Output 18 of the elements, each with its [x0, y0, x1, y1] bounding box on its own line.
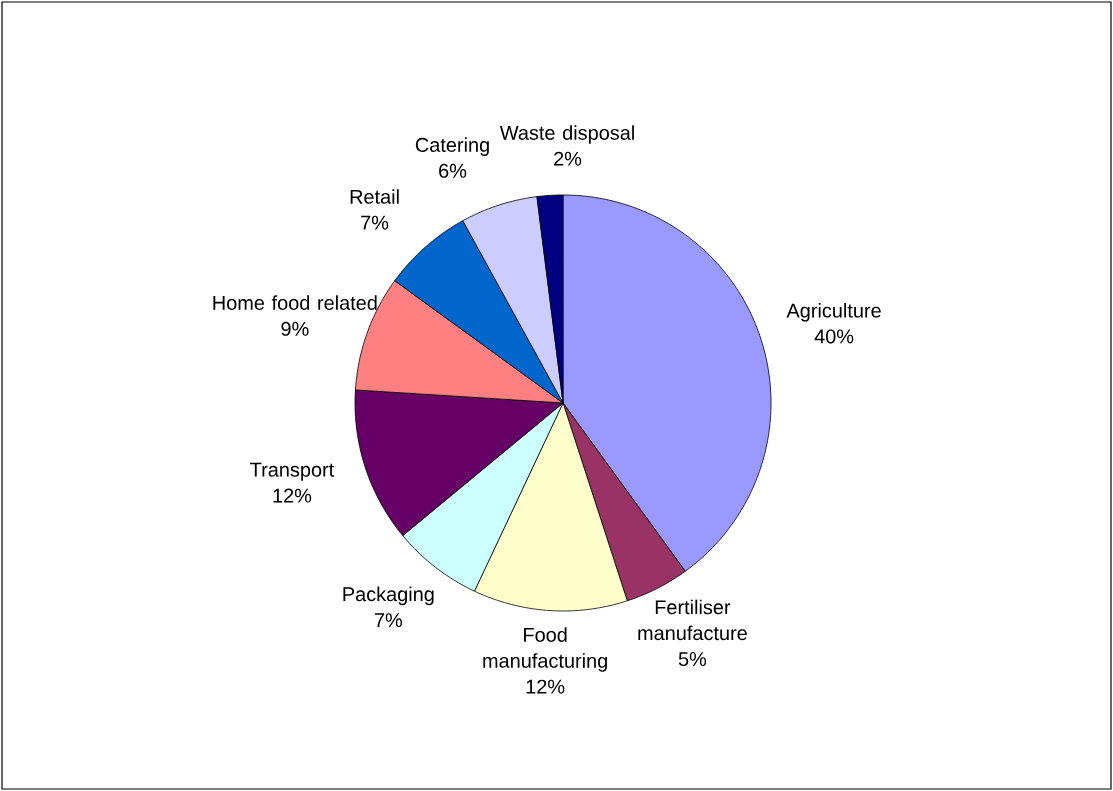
data-label: 9% — [281, 321, 309, 336]
slice-label: Fertiliser manufacture — [638, 599, 747, 641]
slice-label: Food manufacturing — [483, 627, 607, 672]
data-label: 12% — [273, 488, 312, 503]
slice-label: Retail — [350, 189, 399, 204]
data-label: 6% — [439, 163, 467, 178]
data-label: 12% — [526, 679, 565, 694]
slice-label: Catering — [415, 137, 489, 156]
data-label: 7% — [374, 613, 403, 628]
data-label: 40% — [814, 329, 854, 344]
slice-label: Packaging — [343, 586, 434, 606]
slice-label: Waste disposal — [499, 125, 634, 144]
data-label: 5% — [678, 652, 707, 667]
slice-label: Agriculture — [786, 302, 881, 322]
slice-label: Transport — [250, 462, 335, 481]
data-label: 2% — [554, 151, 582, 166]
data-label: 7% — [361, 215, 389, 230]
slice-label: Home food related — [213, 295, 377, 310]
